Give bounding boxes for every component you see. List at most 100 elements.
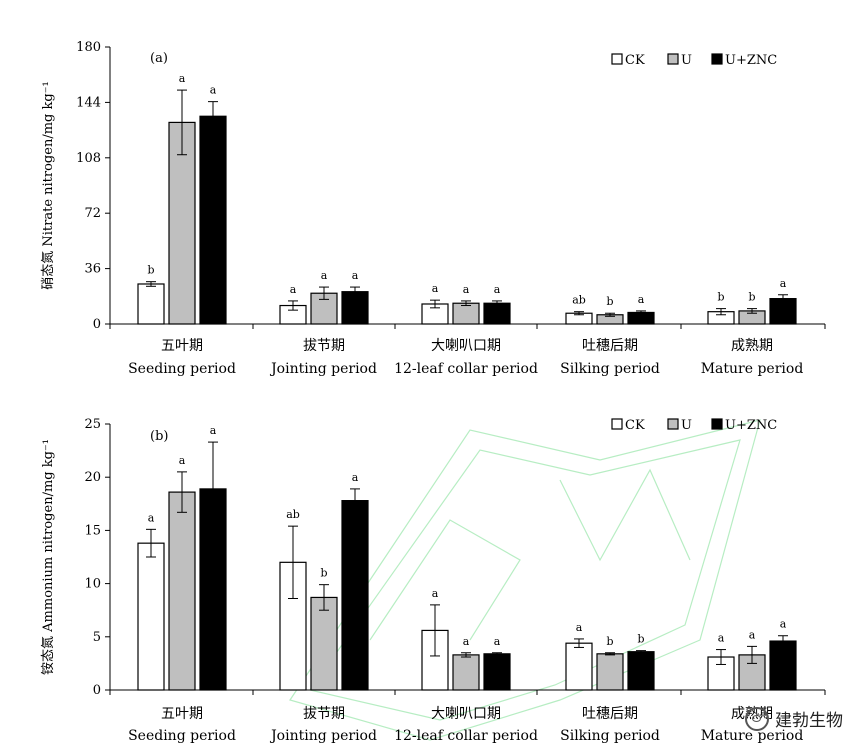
y-tick-label: 144 bbox=[76, 95, 101, 110]
category-label-en: 12-leaf collar period bbox=[394, 728, 538, 744]
bar-ck bbox=[137, 283, 165, 325]
significance-label: a bbox=[463, 635, 470, 648]
bar-u-znc bbox=[627, 651, 655, 691]
watermark: 建勃生物 bbox=[745, 706, 843, 731]
significance-label: a bbox=[780, 277, 787, 290]
category-label-cn: 五叶期 bbox=[161, 706, 203, 722]
y-tick-label: 72 bbox=[84, 206, 101, 221]
bar-u bbox=[452, 302, 480, 325]
category-label-en: Jointing period bbox=[269, 728, 377, 744]
significance-label: a bbox=[576, 621, 583, 634]
y-tick-label: 36 bbox=[84, 262, 101, 277]
y-tick-label: 15 bbox=[84, 523, 101, 538]
category-label-en: Silking period bbox=[560, 361, 660, 377]
significance-label: a bbox=[494, 283, 501, 296]
significance-label: a bbox=[432, 282, 439, 295]
significance-label: a bbox=[780, 618, 787, 631]
bar-u bbox=[168, 121, 196, 325]
category-label-en: 12-leaf collar period bbox=[394, 361, 538, 377]
category-label-cn: 吐穗后期 bbox=[582, 338, 638, 354]
legend-swatch bbox=[667, 418, 679, 430]
panel-a: 0 36 72 108 144 180 硝态氮 Nitrate nitrogen/mg kg… bbox=[41, 40, 826, 377]
category-label-cn: 拔节期 bbox=[303, 338, 345, 354]
legend-label: U bbox=[681, 53, 692, 68]
legend-swatch bbox=[611, 53, 623, 65]
category-label-en: Seeding period bbox=[128, 728, 236, 744]
category-label-en: Silking period bbox=[560, 728, 660, 744]
panel-label: (b) bbox=[150, 429, 168, 444]
significance-label: a bbox=[463, 283, 470, 296]
bar-ck bbox=[137, 542, 165, 691]
category-label-en: Mature period bbox=[701, 361, 804, 377]
significance-label: a bbox=[210, 424, 217, 437]
watermark-text: 建勃生物 bbox=[775, 711, 843, 731]
panel-label: (a) bbox=[150, 51, 168, 66]
category-label-cn: 成熟期 bbox=[731, 338, 773, 354]
bar-u-znc bbox=[341, 291, 369, 325]
legend-swatch bbox=[711, 53, 723, 65]
significance-label: a bbox=[290, 283, 297, 296]
category-label-cn: 吐穗后期 bbox=[582, 706, 638, 722]
category-label-en: Mature period bbox=[701, 728, 804, 744]
bar-u bbox=[310, 596, 338, 691]
y-axis-label: 铵态氮 Ammonium nitrogen/mg kg⁻¹ bbox=[41, 439, 56, 675]
significance-label: ab bbox=[286, 508, 300, 521]
legend-swatch bbox=[611, 418, 623, 430]
bar-u-znc bbox=[483, 653, 511, 691]
significance-label: a bbox=[179, 454, 186, 467]
y-tick-label: 20 bbox=[84, 470, 101, 485]
significance-label: a bbox=[718, 632, 725, 645]
category-label-cn: 大喇叭口期 bbox=[431, 706, 501, 722]
legend-label: U+ZNC bbox=[725, 418, 777, 433]
significance-label: a bbox=[432, 587, 439, 600]
legend-swatch bbox=[667, 53, 679, 65]
significance-label: b bbox=[748, 291, 755, 304]
y-axis-label: 硝态氮 Nitrate nitrogen/mg kg⁻¹ bbox=[41, 81, 56, 290]
significance-label: a bbox=[749, 628, 756, 641]
y-tick-label: 10 bbox=[84, 577, 101, 592]
y-tick-label: 0 bbox=[93, 683, 101, 698]
legend-label: U+ZNC bbox=[725, 53, 777, 68]
significance-label: a bbox=[179, 72, 186, 85]
wechat-icon bbox=[745, 706, 769, 731]
category-label-en: Jointing period bbox=[269, 361, 377, 377]
bar-ck bbox=[565, 642, 593, 691]
bar-u-znc bbox=[483, 302, 511, 325]
y-tick-label: 108 bbox=[76, 151, 101, 166]
category-label-cn: 大喇叭口期 bbox=[431, 338, 501, 354]
significance-label: b bbox=[147, 264, 154, 277]
significance-label: ab bbox=[572, 294, 586, 307]
significance-label: b bbox=[606, 635, 613, 648]
bar-ck bbox=[421, 629, 449, 691]
category-label-en: Seeding period bbox=[128, 361, 236, 377]
watermark-stamp bbox=[289, 419, 761, 741]
y-tick-label: 180 bbox=[76, 40, 101, 55]
bar-u bbox=[168, 491, 196, 691]
significance-label: a bbox=[494, 635, 501, 648]
legend-label: CK bbox=[625, 418, 645, 433]
significance-label: a bbox=[148, 511, 155, 524]
significance-label: b bbox=[637, 633, 644, 646]
significance-label: a bbox=[321, 269, 328, 282]
y-tick-label: 25 bbox=[84, 417, 101, 432]
significance-label: a bbox=[638, 293, 645, 306]
significance-label: b bbox=[320, 567, 327, 580]
legend-swatch bbox=[711, 418, 723, 430]
legend-label: CK bbox=[625, 53, 645, 68]
category-label-cn: 五叶期 bbox=[161, 338, 203, 354]
significance-label: b bbox=[717, 291, 724, 304]
panel-b: 0 5 10 15 20 25 铵态氮 Ammonium nitrogen/mg kg⁻¹ (… bbox=[41, 417, 826, 744]
y-tick-label: 0 bbox=[93, 317, 101, 332]
significance-label: b bbox=[606, 295, 613, 308]
significance-label: a bbox=[352, 269, 359, 282]
legend-label: U bbox=[681, 418, 692, 433]
bar-u bbox=[452, 654, 480, 691]
category-label-cn: 拔节期 bbox=[303, 706, 345, 722]
significance-label: a bbox=[352, 471, 359, 484]
bar-u bbox=[596, 653, 624, 691]
bar-u-znc bbox=[199, 115, 227, 325]
bar-u-znc bbox=[769, 640, 797, 691]
significance-label: a bbox=[210, 84, 217, 97]
y-tick-label: 5 bbox=[93, 630, 101, 645]
